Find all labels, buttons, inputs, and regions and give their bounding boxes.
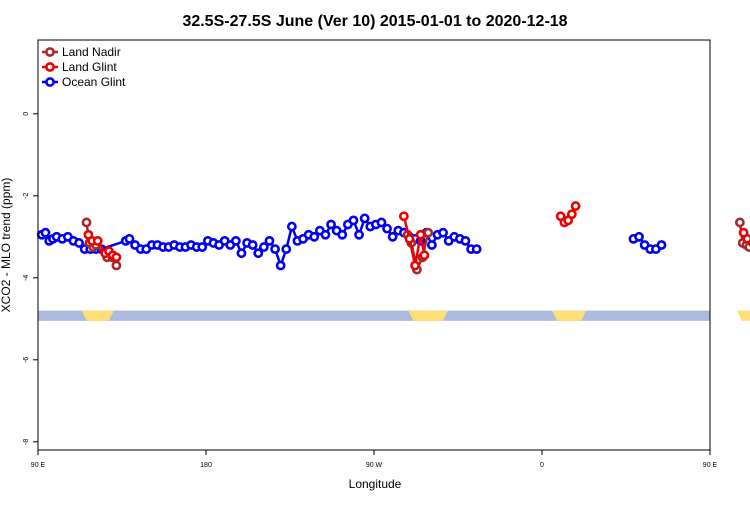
data-point: [253, 248, 264, 259]
legend-item-land-glint: Land Glint: [42, 60, 117, 74]
y-tick-label: 0: [23, 112, 30, 116]
series-land-glint: [83, 201, 750, 271]
axis-layer: 90 E 180 90 W 0 90 E 0 -2 -4 -6 -8: [23, 112, 718, 469]
x-tick-label: 90 E: [31, 462, 46, 469]
chart-title: 32.5S-27.5S June (Ver 10) 2015-01-01 to …: [182, 13, 567, 30]
data-point: [423, 227, 434, 238]
data-point: [398, 211, 409, 222]
data-point: [415, 229, 426, 240]
x-axis-label: Longitude: [349, 477, 402, 491]
data-point: [247, 240, 258, 250]
y-tick-label: -8: [23, 439, 30, 445]
data-point: [376, 217, 387, 228]
data-point: [634, 231, 644, 242]
y-tick-label: -6: [23, 357, 30, 363]
data-point: [566, 209, 577, 220]
data-point: [320, 229, 331, 240]
data-point: [410, 260, 420, 271]
legend-marker: [45, 47, 55, 57]
land-segment-0: [81, 310, 114, 321]
legend-label: Land Nadir: [62, 45, 121, 59]
series-layer: [36, 201, 750, 275]
y-tick-label: -4: [23, 275, 30, 281]
legend-marker: [45, 62, 55, 72]
data-point: [354, 229, 364, 240]
data-point: [570, 201, 581, 211]
data-point: [230, 235, 241, 246]
data-point: [111, 252, 122, 263]
x-tick-label: 180: [200, 462, 212, 469]
series-ocean-glint: [36, 213, 667, 271]
data-point: [742, 233, 750, 244]
data-point: [387, 231, 398, 242]
data-point: [92, 235, 103, 246]
ocean-band: [38, 310, 710, 321]
data-point: [419, 250, 430, 261]
land-segment-1: [408, 310, 448, 321]
data-point: [348, 215, 359, 226]
data-point: [236, 248, 247, 259]
data-point: [270, 244, 280, 254]
data-point: [124, 233, 135, 244]
x-tick-label: 90 W: [366, 462, 383, 469]
y-tick-label: -2: [23, 193, 30, 199]
legend-marker: [45, 77, 55, 87]
y-axis-label: XCO2 - MLO trend (ppm): [0, 178, 13, 313]
data-point: [197, 242, 208, 252]
data-point: [460, 235, 471, 246]
land-segment-3: [736, 310, 750, 321]
legend-label: Ocean Glint: [62, 75, 126, 89]
data-point: [275, 260, 286, 271]
data-point: [438, 227, 448, 238]
data-point: [656, 240, 667, 250]
data-point: [81, 217, 92, 228]
data-point: [426, 240, 437, 250]
legend-item-ocean-glint: Ocean Glint: [42, 75, 126, 89]
data-point: [111, 260, 122, 271]
data-point: [404, 233, 415, 244]
data-point: [258, 242, 269, 252]
x-tick-label: 90 E: [703, 462, 718, 469]
data-point: [359, 213, 370, 224]
data-point: [382, 223, 392, 234]
data-point: [74, 238, 84, 248]
data-point: [734, 217, 745, 228]
data-point: [281, 244, 292, 254]
legend-item-land-nadir: Land Nadir: [42, 45, 121, 59]
land-segment-2: [552, 310, 587, 321]
data-point: [326, 219, 336, 230]
data-point: [337, 229, 348, 240]
data-point: [309, 231, 320, 242]
x-tick-label: 0: [540, 462, 544, 469]
data-point: [471, 244, 482, 254]
data-point: [40, 227, 51, 238]
data-point: [264, 235, 275, 246]
data-point: [286, 221, 297, 232]
land-ocean-mask: [38, 310, 750, 321]
legend-label: Land Glint: [62, 60, 117, 74]
